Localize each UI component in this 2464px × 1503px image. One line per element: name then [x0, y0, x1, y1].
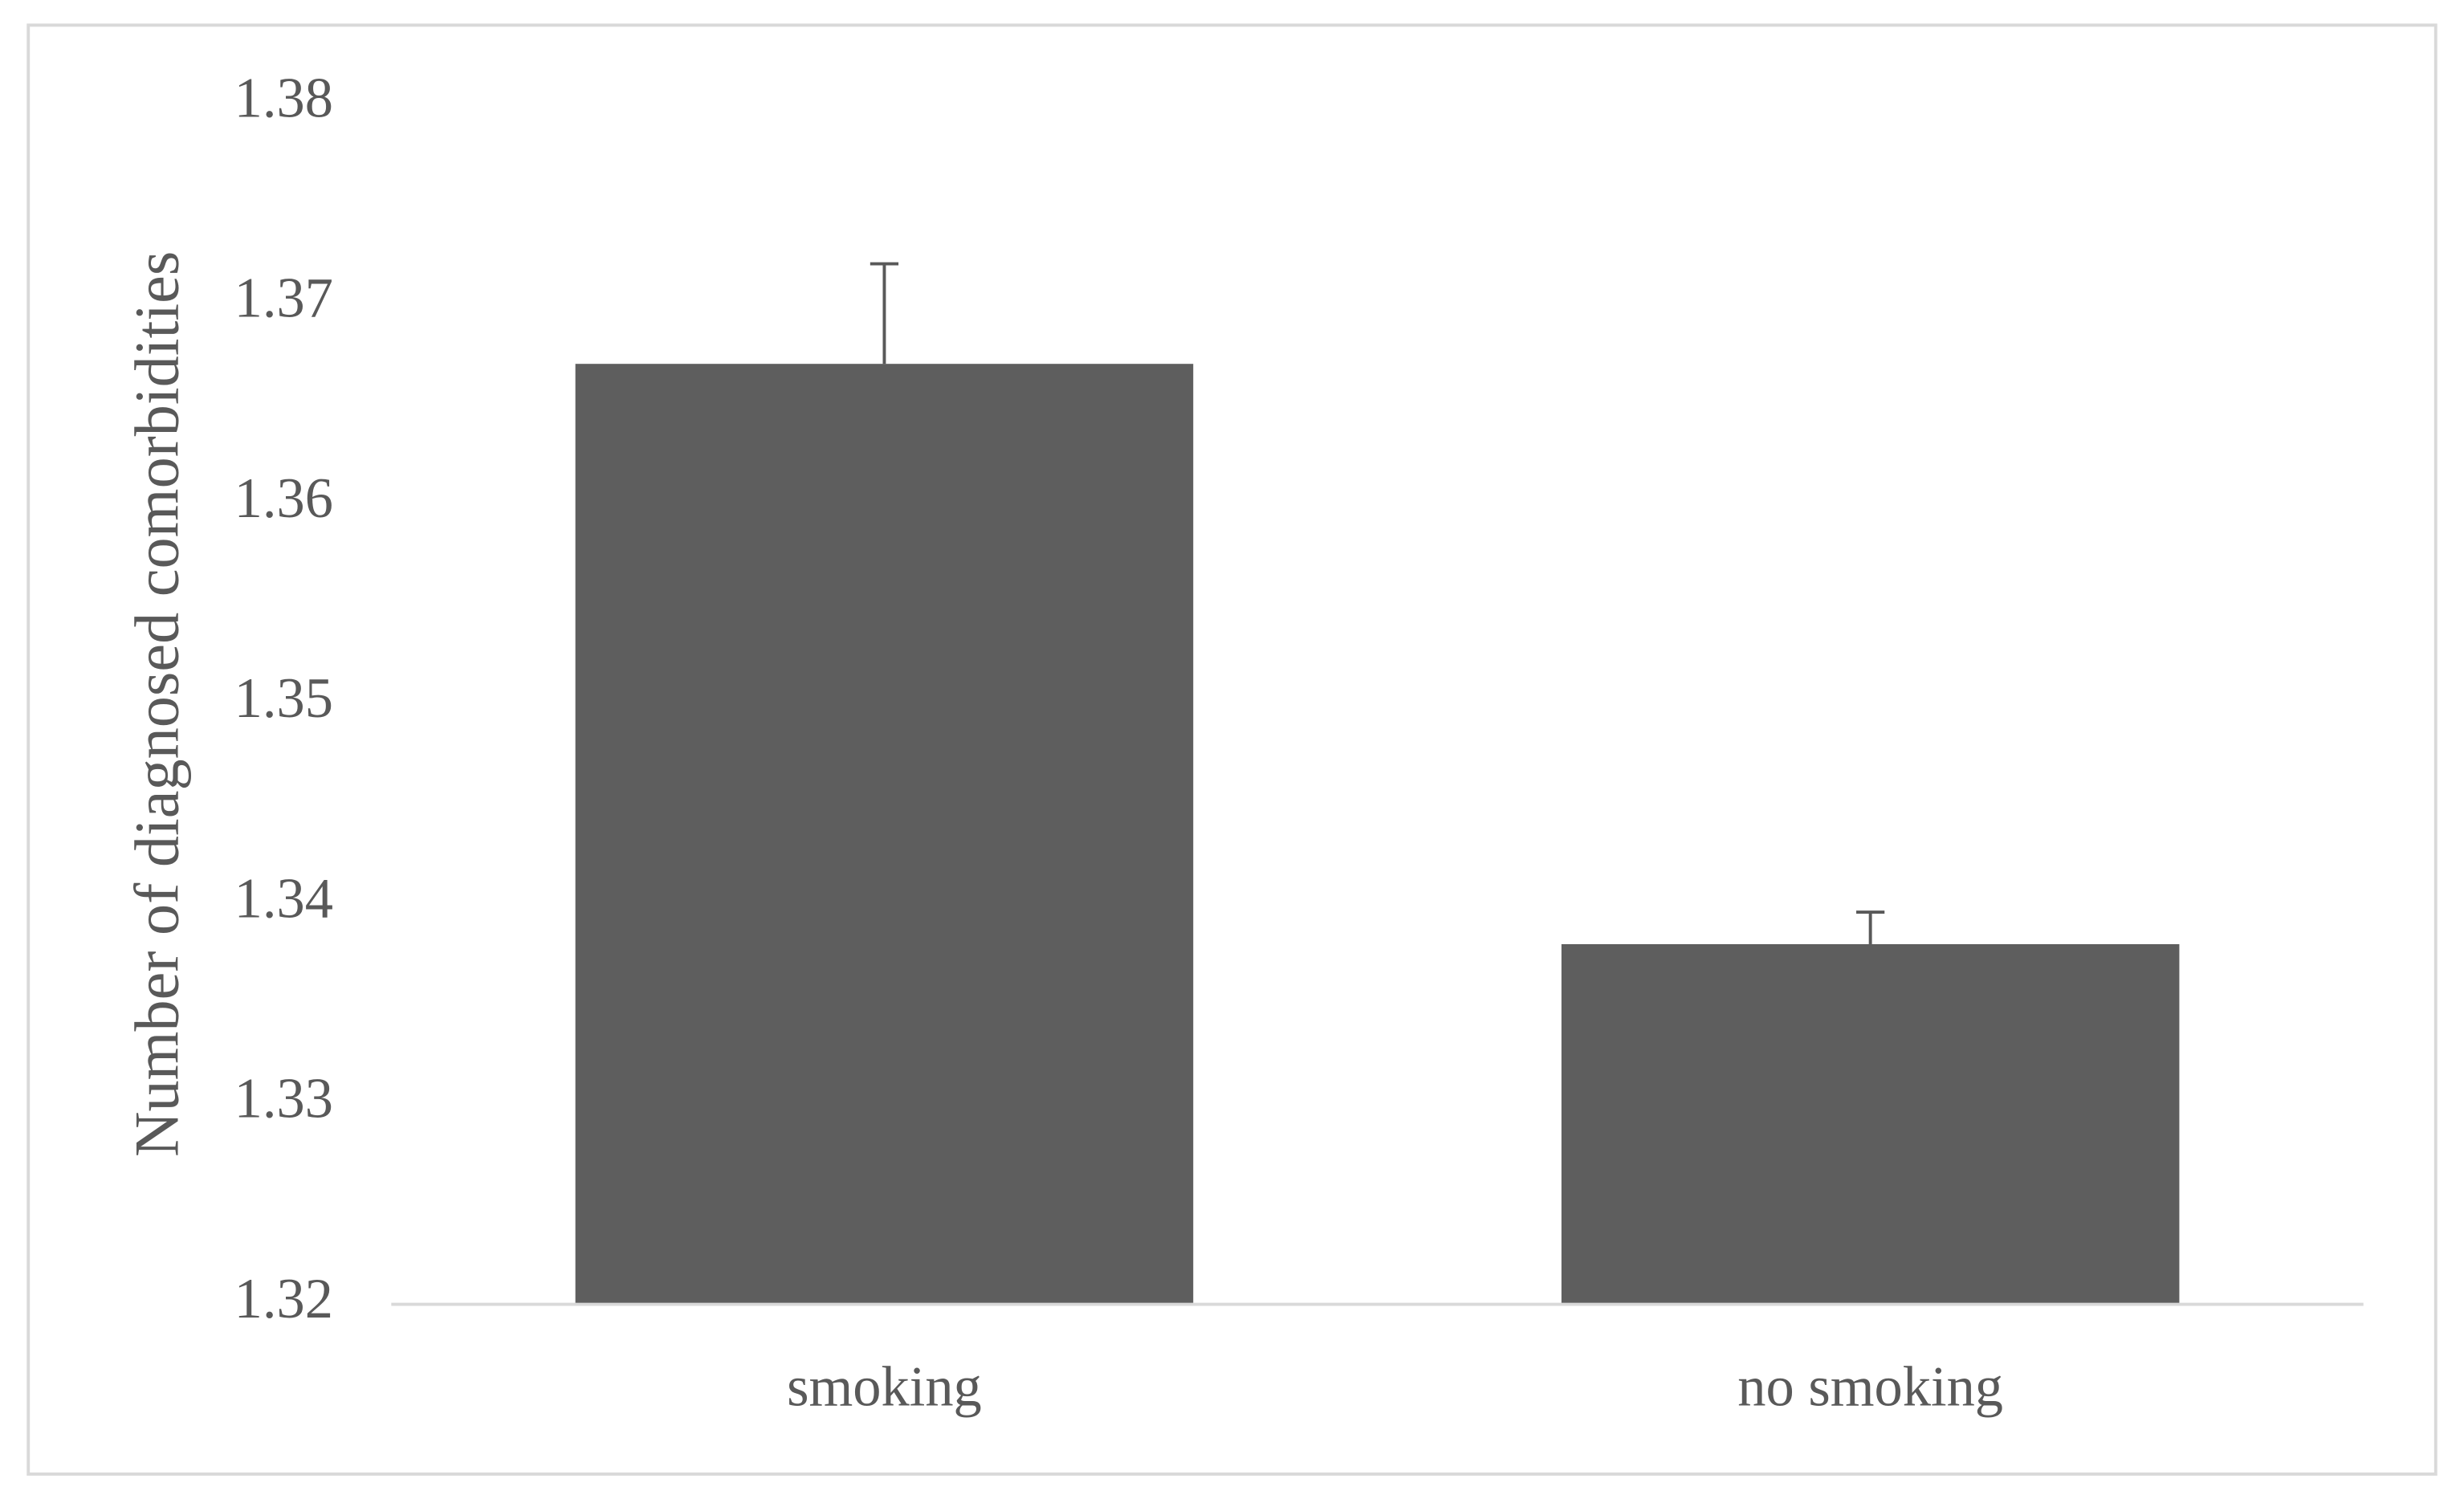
y-axis-title: Number of diagnosed comorbidities	[122, 251, 192, 1157]
x-tick-label: no smoking	[1737, 1355, 2003, 1418]
y-tick-label: 1.38	[234, 67, 333, 129]
bar	[575, 364, 1194, 1305]
error-bar	[870, 262, 899, 365]
y-tick-label: 1.32	[234, 1268, 333, 1330]
y-tick-label: 1.34	[234, 867, 333, 930]
bar	[1561, 943, 2180, 1305]
y-tick-label: 1.37	[234, 267, 333, 330]
x-tick-label: smoking	[787, 1355, 982, 1418]
y-tick-label: 1.33	[234, 1068, 333, 1130]
y-tick-label: 1.35	[234, 667, 333, 730]
error-bar	[1856, 910, 1885, 944]
y-tick-label: 1.36	[234, 467, 333, 530]
